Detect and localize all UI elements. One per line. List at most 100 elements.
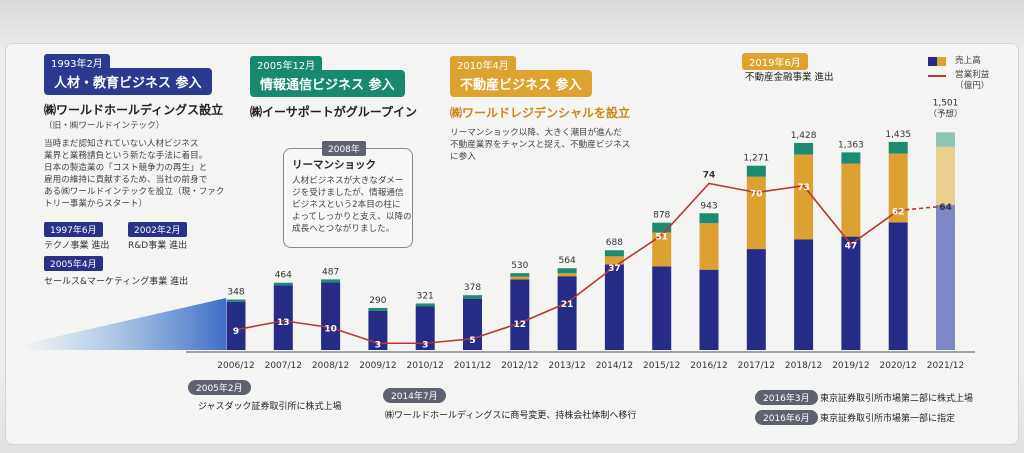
sub-event-date: 2005年4月 xyxy=(44,256,103,271)
revenue-label: 688 xyxy=(606,238,623,248)
bar-blue xyxy=(652,266,672,350)
bar-orange xyxy=(746,176,766,250)
forecast-label: （予想） xyxy=(928,108,962,119)
bar-orange xyxy=(888,153,908,223)
legend-swatch-blue xyxy=(928,57,937,66)
bottom-event-date: 2005年2月 xyxy=(188,380,251,395)
bottom-event-date: 2014年7月 xyxy=(383,388,446,403)
revenue-label: 1,363 xyxy=(838,140,864,150)
bar-blue xyxy=(604,264,624,350)
x-tick-label: 2016/12 xyxy=(690,361,727,371)
revenue-label: 321 xyxy=(417,291,434,301)
milestone-date: 2010年4月 xyxy=(450,56,516,73)
bar-blue xyxy=(510,279,530,350)
bar-green xyxy=(936,132,955,147)
bar-blue xyxy=(415,306,435,350)
milestone-subtitle: ㈱ワールドホールディングス設立 xyxy=(44,103,224,117)
profit-label: 70 xyxy=(750,190,763,200)
x-tick-label: 2012/12 xyxy=(501,361,538,371)
bar-green xyxy=(604,250,624,257)
bar-blue xyxy=(273,285,293,350)
legend-label: （億円） xyxy=(955,81,990,91)
sub-event-date: 2002年2月 xyxy=(128,222,187,237)
bar-orange xyxy=(841,163,861,237)
bar-blue xyxy=(321,282,341,350)
profit-label: 10 xyxy=(324,325,337,335)
legend-swatch-orange xyxy=(937,57,946,66)
revenue-label: 378 xyxy=(464,283,481,293)
bar-green xyxy=(557,268,577,274)
bottom-event-date: 2016年3月 xyxy=(755,390,818,405)
revenue-label: 530 xyxy=(511,261,528,271)
milestone-title: 不動産ビジネス 参入 xyxy=(450,70,592,97)
bar-green xyxy=(463,295,482,299)
revenue-label: 564 xyxy=(559,256,576,266)
profit-line xyxy=(235,182,899,345)
bar-orange xyxy=(557,273,577,277)
bottom-event-label: 東京証券取引所市場第一部に指定 xyxy=(820,414,956,424)
lehman-title: リーマンショック xyxy=(292,159,376,171)
sub-event-date: 1997年6月 xyxy=(44,222,103,237)
milestone-note: （旧・㈱ワールドインテック） xyxy=(44,121,165,131)
profit-label: 51 xyxy=(655,232,668,242)
profit-label: 5 xyxy=(469,336,475,346)
revenue-label: 1,501 xyxy=(933,98,959,108)
profit-label: 3 xyxy=(375,340,381,350)
bar-orange xyxy=(510,276,530,280)
legend-line-swatch xyxy=(928,75,946,77)
revenue-label: 1,428 xyxy=(791,131,817,141)
bar-green xyxy=(510,273,530,277)
bar-blue xyxy=(368,310,388,350)
bar-green xyxy=(746,165,766,177)
x-tick-label: 2015/12 xyxy=(643,361,680,371)
x-tick-label: 2013/12 xyxy=(548,361,585,371)
bar-blue xyxy=(226,301,246,350)
x-tick-label: 2019/12 xyxy=(832,361,869,371)
bar-orange xyxy=(652,232,672,267)
milestone-date: 2019年6月 xyxy=(742,53,808,70)
x-tick-label: 2011/12 xyxy=(454,361,491,371)
milestone-title: 人材・教育ビジネス 参入 xyxy=(44,68,212,95)
bottom-event-label: ジャスダック証券取引所に株式上場 xyxy=(198,402,342,412)
milestone-subtitle: ㈱イーサポートがグループイン xyxy=(250,105,418,119)
bottom-event-date: 2016年6月 xyxy=(755,410,818,425)
x-tick-label: 2008/12 xyxy=(312,361,349,371)
bar-blue xyxy=(557,276,577,350)
legend-label: 営業利益 xyxy=(955,70,990,80)
bar-blue xyxy=(841,236,861,350)
lehman-year: 2008年 xyxy=(322,141,366,156)
bar-green xyxy=(794,142,814,155)
bar-green xyxy=(226,299,246,302)
bar-green xyxy=(652,222,672,233)
profit-label: 62 xyxy=(892,208,905,218)
revenue-label: 487 xyxy=(322,267,339,277)
sub-event-label: R&D事業 進出 xyxy=(128,241,188,251)
profit-label: 64 xyxy=(939,203,952,213)
bar-orange xyxy=(936,146,955,205)
profit-line-forecast xyxy=(898,205,946,212)
milestone-date: 2005年12月 xyxy=(250,56,323,73)
milestone-title: 情報通信ビジネス 参入 xyxy=(250,70,405,97)
x-tick-label: 2021/12 xyxy=(927,361,964,371)
profit-label: 47 xyxy=(845,241,858,251)
profit-label: 73 xyxy=(797,183,810,193)
profit-label: 13 xyxy=(277,318,290,328)
profit-label: 12 xyxy=(514,320,527,330)
bar-green xyxy=(841,152,861,164)
bar-blue xyxy=(794,239,814,350)
x-tick-label: 2007/12 xyxy=(265,361,302,371)
profit-label: 9 xyxy=(233,327,239,337)
x-tick-label: 2009/12 xyxy=(359,361,396,371)
x-tick-label: 2014/12 xyxy=(596,361,633,371)
revenue-label: 290 xyxy=(369,296,386,306)
bar-green xyxy=(888,141,908,154)
bar-blue xyxy=(746,249,766,350)
revenue-label: 1,435 xyxy=(885,130,911,140)
milestone-date: 1993年2月 xyxy=(44,54,110,71)
sub-event-label: セールス&マーケティング事業 進出 xyxy=(44,277,189,287)
bar-blue xyxy=(936,204,955,350)
bar-orange xyxy=(699,223,719,270)
bar-orange xyxy=(794,154,814,240)
bar-green xyxy=(273,282,293,286)
